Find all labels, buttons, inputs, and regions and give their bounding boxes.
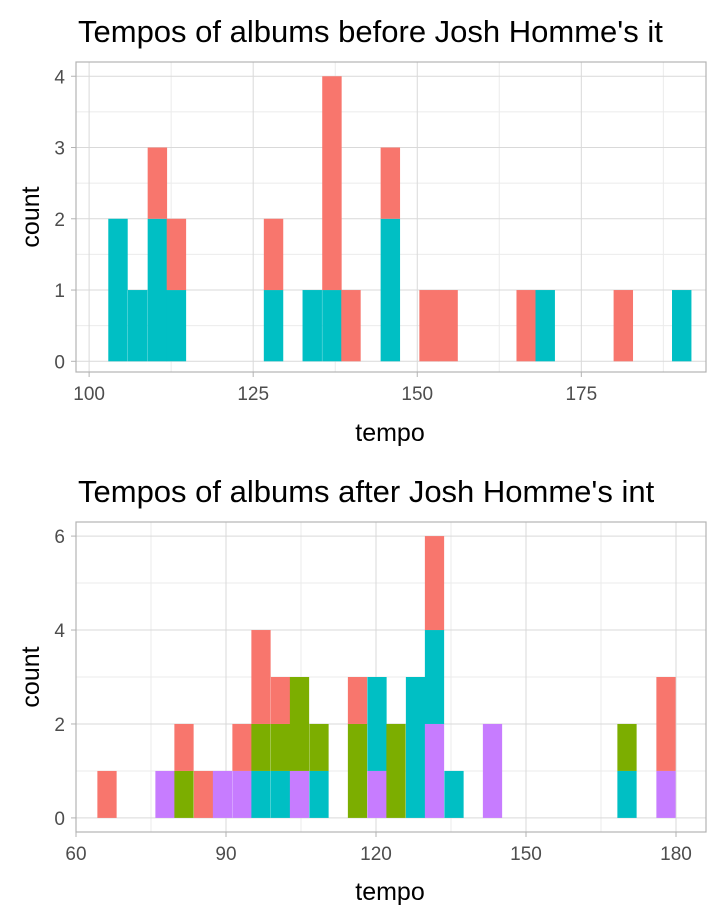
- chart-2-bar-segment: [617, 770, 637, 818]
- chart-2-x-tick-label: 60: [65, 844, 86, 865]
- chart-2-bar-segment: [656, 677, 676, 771]
- chart-2-bar-segment: [367, 770, 387, 818]
- chart-2-y-tick-label: 0: [54, 809, 65, 830]
- chart-2-y-tick-label: 4: [54, 621, 65, 642]
- chart-2-y-tick-label: 6: [54, 527, 65, 548]
- chart-2-bar-segment: [270, 723, 291, 771]
- chart-2-bar-segment: [424, 723, 445, 818]
- chart-2-x-tick-label: 180: [660, 844, 692, 865]
- chart-1-bar-segment: [341, 290, 361, 362]
- chart-2-bar-segment: [656, 770, 676, 818]
- chart-1: Tempos of albums before Josh Homme's it …: [17, 14, 707, 447]
- chart-1-y-tick-label: 4: [54, 67, 65, 88]
- chart-1-bar-segment: [127, 290, 148, 362]
- chart-1-bar-segment: [322, 290, 342, 362]
- chart-1-bar-segment: [380, 147, 401, 219]
- chart-1-y-tick-label: 3: [54, 139, 65, 160]
- chart-2-x-tick-label: 120: [360, 844, 392, 865]
- chart-2-bar-segment: [270, 677, 291, 724]
- chart-1-bar-segment: [302, 290, 322, 362]
- chart-1-ylabel: count: [17, 186, 45, 247]
- chart-2-bar-segment: [386, 723, 406, 818]
- chart-2-ylabel: count: [17, 646, 45, 707]
- chart-2-bar-segment: [405, 677, 426, 818]
- chart-2-bar-segment: [347, 677, 368, 724]
- chart-2-bar-segment: [617, 723, 637, 771]
- chart-1-bar-segment: [516, 290, 536, 362]
- chart-1-bar-segment: [322, 76, 342, 291]
- chart-2-bar-segment: [155, 770, 175, 818]
- chart-2-bar-segment: [309, 770, 329, 818]
- chart-1-y-tick-label: 1: [54, 281, 65, 302]
- chart-2-bar-segment: [424, 536, 445, 631]
- chart-2-bar-segment: [97, 770, 117, 818]
- chart-1-title: Tempos of albums before Josh Homme's it: [78, 14, 663, 49]
- chart-2: Tempos of albums after Josh Homme's int …: [17, 474, 707, 906]
- chart-1-bar-segment: [438, 290, 458, 362]
- chart-2-bar-segment: [212, 770, 233, 818]
- chart-2-x-tick-label: 90: [215, 844, 236, 865]
- chart-1-panel: 100 125 150 175 0 1 2 3 4: [54, 61, 707, 405]
- chart-2-bar-segment: [289, 677, 310, 771]
- chart-1-bar-segment: [108, 218, 128, 362]
- chart-2-bar-segment: [347, 723, 368, 818]
- chart-1-bar-segment: [419, 290, 439, 362]
- chart-2-bar-segment: [232, 723, 252, 771]
- chart-1-bar-segment: [263, 218, 284, 291]
- chart-2-bar-segment: [482, 723, 503, 818]
- chart-1-bar-segment: [147, 218, 168, 362]
- chart-1-x-tick-label: 150: [401, 384, 433, 405]
- chart-2-xlabel: tempo: [355, 878, 424, 906]
- chart-2-y-tick-label: 2: [54, 715, 65, 736]
- chart-2-bar-segment: [193, 770, 214, 818]
- chart-1-panel-border: [75, 61, 707, 373]
- chart-2-bar-segment: [232, 770, 252, 818]
- chart-1-bar-segment: [535, 290, 555, 362]
- chart-2-bar-segment: [424, 630, 445, 724]
- chart-1-bar-segment: [380, 218, 401, 362]
- chart-1-bar-segment: [166, 218, 187, 291]
- chart-1-bar-segment: [166, 290, 187, 362]
- chart-2-panel: 60 90 120 150 180 0 2 4 6: [54, 521, 707, 865]
- chart-1-bar-segment: [672, 290, 692, 362]
- chart-2-bar-segment: [444, 770, 464, 818]
- chart-2-bar-segment: [251, 630, 271, 724]
- chart-1-x-tick-label: 125: [237, 384, 269, 405]
- chart-1-y-tick-label: 2: [54, 210, 65, 231]
- chart-2-bar-segment: [367, 677, 387, 771]
- chart-2-panel-border: [75, 521, 707, 833]
- chart-2-bar-segment: [270, 770, 291, 818]
- chart-2-bar-segment: [251, 770, 271, 818]
- chart-2-x-tick-label: 150: [510, 844, 542, 865]
- chart-2-bar-segment: [289, 770, 310, 818]
- chart-1-bar-segment: [613, 290, 634, 362]
- chart-1-x-tick-label: 100: [73, 384, 105, 405]
- chart-2-title: Tempos of albums after Josh Homme's int: [78, 474, 655, 509]
- chart-1-xlabel: tempo: [355, 419, 424, 447]
- chart-1-y-tick-label: 0: [54, 352, 65, 373]
- chart-2-bar-segment: [251, 723, 271, 771]
- chart-1-bar-segment: [147, 147, 168, 219]
- chart-1-bar-segment: [263, 290, 284, 362]
- chart-2-bar-segment: [174, 723, 194, 771]
- chart-2-bar-segment: [309, 723, 329, 771]
- chart-2-bar-segment: [174, 770, 194, 818]
- chart-1-x-tick-label: 175: [565, 384, 597, 405]
